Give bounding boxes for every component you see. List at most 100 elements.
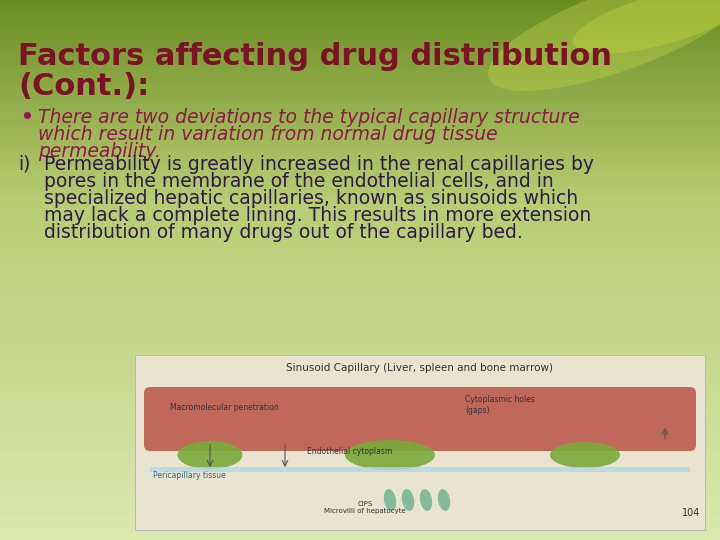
FancyBboxPatch shape xyxy=(0,106,720,110)
FancyBboxPatch shape xyxy=(0,113,720,117)
FancyBboxPatch shape xyxy=(0,514,720,519)
FancyBboxPatch shape xyxy=(0,353,720,357)
FancyBboxPatch shape xyxy=(0,26,720,30)
FancyBboxPatch shape xyxy=(0,476,720,481)
FancyBboxPatch shape xyxy=(0,146,720,150)
FancyBboxPatch shape xyxy=(0,297,720,302)
FancyBboxPatch shape xyxy=(0,163,720,167)
FancyBboxPatch shape xyxy=(0,133,720,137)
FancyBboxPatch shape xyxy=(0,170,720,173)
Text: (Cont.):: (Cont.): xyxy=(18,72,149,101)
FancyBboxPatch shape xyxy=(0,382,720,387)
FancyBboxPatch shape xyxy=(0,233,720,238)
FancyBboxPatch shape xyxy=(0,489,720,493)
FancyBboxPatch shape xyxy=(0,238,720,242)
FancyBboxPatch shape xyxy=(0,272,720,276)
FancyBboxPatch shape xyxy=(0,323,720,327)
Text: There are two deviations to the typical capillary structure: There are two deviations to the typical … xyxy=(38,108,580,127)
FancyBboxPatch shape xyxy=(0,50,720,53)
Text: i): i) xyxy=(18,155,30,174)
FancyBboxPatch shape xyxy=(0,190,720,193)
FancyBboxPatch shape xyxy=(0,450,720,455)
FancyBboxPatch shape xyxy=(0,56,720,60)
Text: Permeability is greatly increased in the renal capillaries by: Permeability is greatly increased in the… xyxy=(44,155,594,174)
FancyBboxPatch shape xyxy=(0,79,720,83)
FancyBboxPatch shape xyxy=(0,255,720,260)
FancyBboxPatch shape xyxy=(0,103,720,107)
FancyBboxPatch shape xyxy=(0,116,720,120)
FancyBboxPatch shape xyxy=(0,63,720,66)
FancyBboxPatch shape xyxy=(0,280,720,285)
FancyBboxPatch shape xyxy=(0,110,720,113)
FancyBboxPatch shape xyxy=(0,531,720,536)
FancyBboxPatch shape xyxy=(0,83,720,86)
FancyBboxPatch shape xyxy=(0,497,720,502)
FancyBboxPatch shape xyxy=(0,492,720,497)
FancyBboxPatch shape xyxy=(0,391,720,395)
FancyBboxPatch shape xyxy=(0,153,720,157)
FancyBboxPatch shape xyxy=(0,433,720,438)
FancyBboxPatch shape xyxy=(0,212,720,217)
FancyBboxPatch shape xyxy=(0,327,720,332)
FancyBboxPatch shape xyxy=(0,416,720,421)
FancyBboxPatch shape xyxy=(0,230,720,234)
Text: Endothelial cytoplasm: Endothelial cytoplasm xyxy=(307,448,392,456)
Text: Pericapillary tissue: Pericapillary tissue xyxy=(153,470,226,480)
FancyBboxPatch shape xyxy=(0,471,720,476)
FancyBboxPatch shape xyxy=(0,276,720,281)
FancyBboxPatch shape xyxy=(0,399,720,404)
FancyBboxPatch shape xyxy=(0,90,720,93)
FancyBboxPatch shape xyxy=(0,143,720,147)
FancyBboxPatch shape xyxy=(0,395,720,400)
FancyBboxPatch shape xyxy=(0,421,720,426)
FancyBboxPatch shape xyxy=(0,319,720,323)
FancyBboxPatch shape xyxy=(0,6,720,10)
FancyBboxPatch shape xyxy=(0,66,720,70)
FancyBboxPatch shape xyxy=(0,186,720,190)
Text: may lack a complete lining. This results in more extension: may lack a complete lining. This results… xyxy=(44,206,591,225)
FancyBboxPatch shape xyxy=(0,374,720,379)
FancyBboxPatch shape xyxy=(0,43,720,46)
FancyBboxPatch shape xyxy=(0,357,720,361)
FancyBboxPatch shape xyxy=(0,501,720,506)
FancyBboxPatch shape xyxy=(0,526,720,531)
FancyBboxPatch shape xyxy=(0,310,720,315)
FancyBboxPatch shape xyxy=(0,484,720,489)
FancyBboxPatch shape xyxy=(0,455,720,459)
FancyBboxPatch shape xyxy=(144,387,696,451)
FancyBboxPatch shape xyxy=(0,0,720,3)
Text: specialized hepatic capillaries, known as sinusoids which: specialized hepatic capillaries, known a… xyxy=(44,189,578,208)
FancyBboxPatch shape xyxy=(0,429,720,434)
FancyBboxPatch shape xyxy=(0,70,720,73)
FancyBboxPatch shape xyxy=(0,199,720,204)
Ellipse shape xyxy=(345,440,435,470)
FancyBboxPatch shape xyxy=(0,93,720,97)
FancyBboxPatch shape xyxy=(0,130,720,133)
FancyBboxPatch shape xyxy=(0,196,720,200)
FancyBboxPatch shape xyxy=(0,251,720,255)
FancyBboxPatch shape xyxy=(0,30,720,33)
Ellipse shape xyxy=(402,489,414,511)
Text: Factors affecting drug distribution: Factors affecting drug distribution xyxy=(18,42,612,71)
FancyBboxPatch shape xyxy=(0,365,720,370)
FancyBboxPatch shape xyxy=(0,225,720,229)
FancyBboxPatch shape xyxy=(0,217,720,221)
FancyBboxPatch shape xyxy=(0,0,720,140)
Text: which result in variation from normal drug tissue: which result in variation from normal dr… xyxy=(38,125,498,144)
FancyBboxPatch shape xyxy=(0,59,720,63)
Text: Macromolecular penetration: Macromolecular penetration xyxy=(170,403,279,413)
FancyBboxPatch shape xyxy=(0,73,720,77)
FancyBboxPatch shape xyxy=(0,96,720,100)
FancyBboxPatch shape xyxy=(0,221,720,226)
FancyBboxPatch shape xyxy=(0,3,720,6)
FancyBboxPatch shape xyxy=(0,19,720,23)
FancyBboxPatch shape xyxy=(0,344,720,349)
FancyBboxPatch shape xyxy=(0,442,720,447)
FancyBboxPatch shape xyxy=(0,480,720,485)
FancyBboxPatch shape xyxy=(0,361,720,366)
FancyBboxPatch shape xyxy=(0,136,720,140)
Text: CIPS
Microvilli of hepatocyte: CIPS Microvilli of hepatocyte xyxy=(324,502,406,515)
FancyBboxPatch shape xyxy=(0,242,720,247)
FancyBboxPatch shape xyxy=(0,76,720,80)
FancyBboxPatch shape xyxy=(0,463,720,468)
